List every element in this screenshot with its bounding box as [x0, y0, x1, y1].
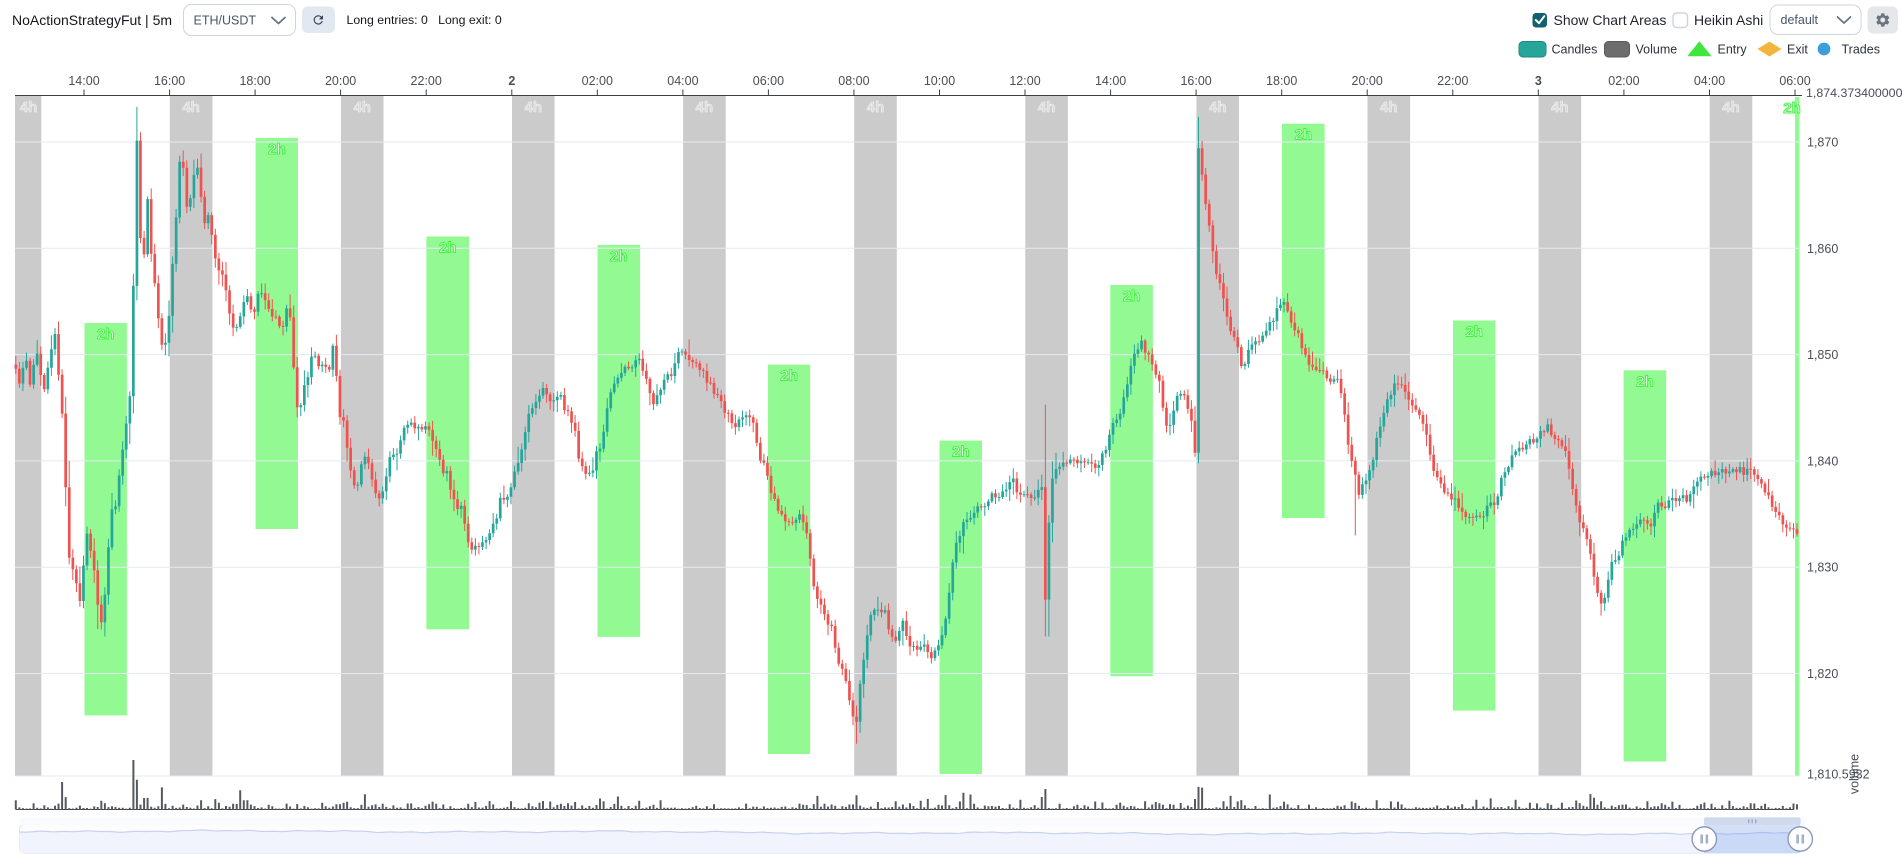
svg-text:2: 2: [508, 74, 515, 88]
svg-text:4h: 4h: [182, 99, 200, 116]
svg-text:Show Chart Areas: Show Chart Areas: [1554, 12, 1667, 28]
svg-text:Exit: Exit: [1787, 43, 1808, 57]
svg-text:06:00: 06:00: [1779, 74, 1810, 88]
svg-text:1,830: 1,830: [1807, 561, 1838, 575]
svg-text:04:00: 04:00: [667, 74, 698, 88]
svg-text:10:00: 10:00: [924, 74, 955, 88]
svg-text:22:00: 22:00: [411, 74, 442, 88]
svg-text:Candles: Candles: [1552, 43, 1598, 57]
svg-text:1,870: 1,870: [1807, 136, 1838, 150]
svg-text:20:00: 20:00: [325, 74, 356, 88]
svg-text:Heikin Ashi: Heikin Ashi: [1694, 12, 1763, 28]
svg-text:ETH/USDT: ETH/USDT: [194, 14, 257, 28]
svg-text:default: default: [1781, 13, 1819, 27]
svg-text:02:00: 02:00: [582, 74, 613, 88]
svg-text:08:00: 08:00: [838, 74, 869, 88]
svg-text:2h: 2h: [439, 240, 457, 257]
svg-text:02:00: 02:00: [1608, 74, 1639, 88]
svg-text:20:00: 20:00: [1352, 74, 1383, 88]
svg-text:4h: 4h: [1038, 99, 1056, 116]
svg-text:volume: volume: [1848, 754, 1862, 794]
svg-text:3: 3: [1535, 74, 1542, 88]
svg-text:2h: 2h: [610, 248, 628, 265]
svg-text:2h: 2h: [780, 368, 798, 385]
svg-text:1,840: 1,840: [1807, 454, 1838, 468]
svg-text:1,850: 1,850: [1807, 348, 1838, 362]
svg-text:18:00: 18:00: [239, 74, 270, 88]
svg-text:14:00: 14:00: [1095, 74, 1126, 88]
svg-text:12:00: 12:00: [1009, 74, 1040, 88]
svg-text:1,860: 1,860: [1807, 242, 1838, 256]
svg-text:4h: 4h: [20, 99, 38, 116]
svg-text:Long entries: 0 Long exit: 0: Long entries: 0 Long exit: 0: [347, 13, 502, 27]
svg-text:4h: 4h: [867, 99, 885, 116]
svg-text:2h: 2h: [268, 141, 286, 158]
svg-text:04:00: 04:00: [1694, 74, 1725, 88]
svg-text:2h: 2h: [1123, 288, 1141, 305]
svg-text:16:00: 16:00: [154, 74, 185, 88]
svg-text:Volume: Volume: [1636, 43, 1678, 57]
svg-text:4h: 4h: [696, 99, 714, 116]
svg-text:1,820: 1,820: [1807, 667, 1838, 681]
svg-text:4h: 4h: [1380, 99, 1398, 116]
svg-text:2h: 2h: [1636, 373, 1654, 390]
svg-text:2h: 2h: [1295, 127, 1313, 144]
svg-text:4h: 4h: [1209, 99, 1227, 116]
svg-text:NoActionStrategyFut | 5m: NoActionStrategyFut | 5m: [12, 12, 172, 28]
svg-text:2h: 2h: [1465, 324, 1483, 341]
svg-text:2h: 2h: [97, 326, 115, 343]
svg-text:4h: 4h: [525, 99, 543, 116]
svg-text:18:00: 18:00: [1266, 74, 1297, 88]
svg-text:4h: 4h: [1722, 99, 1740, 116]
svg-text:2h: 2h: [952, 444, 970, 461]
svg-text:14:00: 14:00: [68, 74, 99, 88]
svg-text:4h: 4h: [1551, 99, 1569, 116]
svg-text:1,874.373400000: 1,874.373400000: [1806, 86, 1902, 100]
svg-text:Entry: Entry: [1718, 43, 1748, 57]
svg-text:06:00: 06:00: [753, 74, 784, 88]
svg-text:16:00: 16:00: [1180, 74, 1211, 88]
svg-text:1,810.5932: 1,810.5932: [1807, 768, 1870, 782]
svg-text:22:00: 22:00: [1437, 74, 1468, 88]
svg-text:Trades: Trades: [1842, 43, 1880, 57]
svg-text:4h: 4h: [353, 99, 371, 116]
svg-text:2h: 2h: [1783, 100, 1801, 117]
